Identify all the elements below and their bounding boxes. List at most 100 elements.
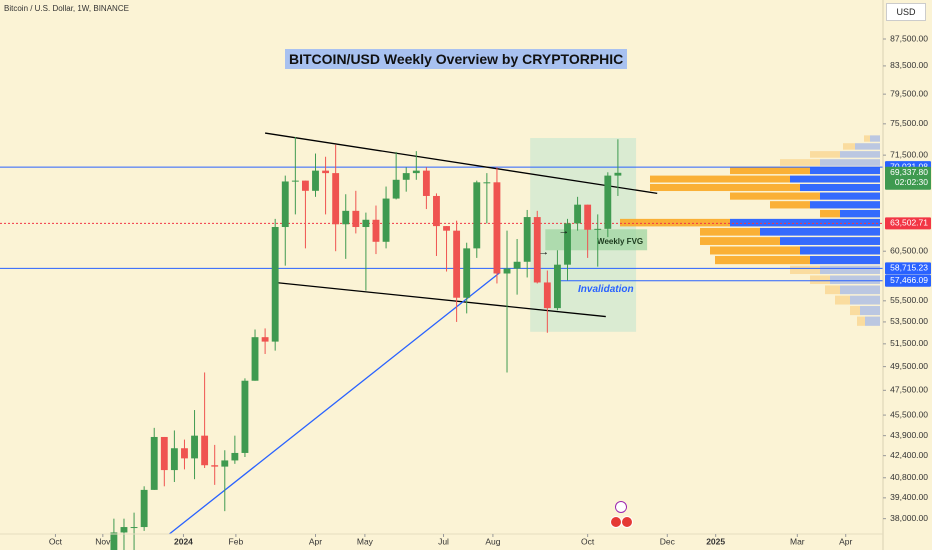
level-label: 57,466.09 — [890, 275, 928, 285]
arrow: → — [558, 225, 569, 237]
volume-up — [850, 295, 880, 305]
last-price-label: 69,337.80 — [890, 167, 928, 177]
candle-body — [382, 198, 390, 242]
candle-body — [291, 180, 299, 182]
y-tick-label: 39,400.00 — [890, 492, 928, 502]
candle-body — [402, 173, 410, 180]
volume-down — [780, 159, 820, 166]
candle-body — [150, 436, 158, 490]
invalidation-label: Invalidation — [578, 284, 634, 295]
volume-down — [820, 209, 840, 218]
volume-down — [825, 285, 840, 295]
candle-body — [251, 337, 259, 381]
candle-body — [281, 181, 289, 228]
level-label-bg — [885, 274, 931, 287]
level-label-bg — [885, 217, 931, 230]
volume-down — [770, 201, 810, 209]
candle-body — [301, 180, 309, 191]
y-tick-label: 79,500.00 — [890, 88, 928, 98]
arrow: → — [538, 246, 549, 258]
level-label: 63,502.71 — [890, 218, 928, 228]
volume-down — [864, 135, 870, 142]
volume-down — [857, 316, 865, 326]
candle-body — [594, 228, 602, 230]
candle-body — [422, 170, 430, 196]
countdown: 02:02:30 — [895, 177, 928, 187]
candle-body — [513, 261, 521, 269]
volume-down — [700, 237, 780, 245]
candle-body — [372, 219, 380, 242]
candle-body — [261, 337, 269, 342]
volume-down — [650, 184, 800, 192]
volume-up — [840, 151, 880, 158]
candle-body — [604, 175, 612, 229]
volume-down — [843, 143, 855, 150]
candle-body — [352, 210, 360, 228]
trendline — [275, 281, 606, 318]
y-tick-label: 83,500.00 — [890, 60, 928, 70]
volume-down — [730, 192, 820, 200]
y-tick-label: 45,500.00 — [890, 409, 928, 419]
candle-body — [392, 179, 400, 199]
volume-down — [730, 167, 810, 175]
candle-body — [463, 248, 471, 298]
candle-body — [271, 227, 279, 342]
candle-body — [564, 223, 571, 265]
volume-up — [820, 265, 880, 274]
y-tick-label: 40,800.00 — [890, 472, 928, 482]
candle-body — [614, 172, 622, 176]
candle-body — [342, 210, 350, 225]
candle-body — [241, 380, 249, 453]
candle-body — [221, 460, 229, 467]
y-tick-label: 47,500.00 — [890, 385, 928, 395]
zone-label: Weekly FVG — [597, 237, 643, 246]
volume-up — [780, 237, 880, 245]
volume-up — [870, 135, 880, 142]
candle-body — [574, 204, 582, 224]
candle-body — [362, 219, 370, 228]
event-icon — [615, 501, 627, 513]
candle-body — [543, 282, 551, 309]
volume-down — [835, 295, 850, 305]
x-tick-label: Aug — [485, 536, 500, 546]
volume-down — [790, 265, 820, 274]
candle-body — [181, 448, 188, 459]
candle-body — [443, 226, 450, 231]
candle-body — [110, 532, 118, 550]
volume-up — [760, 227, 880, 236]
volume-up — [800, 246, 880, 255]
x-tick-label: Mar — [790, 536, 805, 546]
chart-title: BITCOIN/USD Weekly Overview by CRYPTORPH… — [285, 49, 628, 69]
candle-body — [483, 182, 491, 184]
y-tick-label: 42,400.00 — [890, 450, 928, 460]
volume-down — [620, 218, 730, 227]
x-tick-label: Apr — [309, 536, 322, 546]
candle-body — [523, 217, 531, 262]
y-tick-label: 51,500.00 — [890, 338, 928, 348]
y-tick-label: 71,500.00 — [890, 149, 928, 159]
x-tick-label: May — [357, 536, 374, 546]
volume-up — [860, 306, 880, 316]
volume-up — [810, 167, 880, 175]
candle-body — [170, 448, 178, 471]
y-tick-label: 53,500.00 — [890, 316, 928, 326]
y-tick-label: 38,000.00 — [890, 513, 928, 523]
volume-up — [810, 255, 880, 265]
volume-up — [730, 218, 880, 227]
currency-button[interactable]: USD — [886, 3, 926, 21]
candle-body — [130, 527, 138, 529]
y-tick-label: 75,500.00 — [890, 118, 928, 128]
candle-body — [584, 204, 592, 230]
trendline — [265, 132, 658, 195]
candle-body — [412, 170, 420, 174]
candle-body — [120, 527, 128, 533]
y-tick-label: 43,900.00 — [890, 430, 928, 440]
candle-body — [231, 452, 239, 461]
candle-body — [473, 182, 481, 249]
volume-up — [840, 209, 880, 218]
x-tick-label: Apr — [839, 536, 852, 546]
candle-body — [453, 230, 461, 298]
candle-body — [201, 435, 209, 466]
